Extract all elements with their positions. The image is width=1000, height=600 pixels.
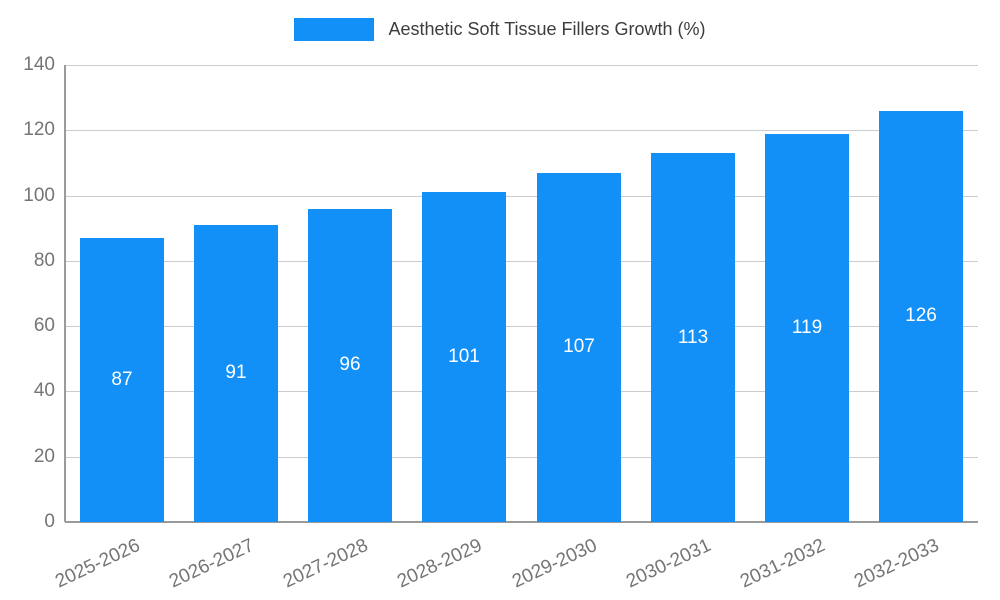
y-gridline	[65, 261, 978, 262]
y-axis-line	[64, 65, 66, 522]
y-gridline	[65, 196, 978, 197]
y-gridline	[65, 130, 978, 131]
legend-label: Aesthetic Soft Tissue Fillers Growth (%)	[388, 19, 706, 39]
y-axis-tick-label: 0	[44, 511, 55, 532]
y-axis-tick-label: 60	[33, 315, 55, 336]
bar[interactable]	[422, 192, 506, 522]
bar-value-label: 113	[677, 327, 709, 348]
bar[interactable]	[308, 209, 392, 522]
y-axis-tick-label: 20	[33, 446, 55, 467]
bar-value-label: 119	[791, 317, 823, 338]
bar[interactable]	[80, 238, 164, 522]
y-gridline	[65, 391, 978, 392]
bar[interactable]	[651, 153, 735, 522]
y-axis-tick-label: 40	[33, 380, 55, 401]
x-axis-line	[65, 521, 978, 523]
bar[interactable]	[765, 134, 849, 522]
bar[interactable]	[537, 173, 621, 522]
y-axis-tick-label: 80	[33, 250, 55, 271]
y-axis-tick-label: 140	[23, 54, 55, 75]
bar-value-label: 96	[339, 354, 361, 375]
bar-value-label: 87	[111, 369, 133, 390]
chart-legend[interactable]: Aesthetic Soft Tissue Fillers Growth (%)	[0, 18, 1000, 41]
y-gridline	[65, 326, 978, 327]
bar-value-label: 101	[448, 346, 480, 367]
y-gridline	[65, 65, 978, 66]
y-axis-tick-label: 100	[23, 185, 55, 206]
bar[interactable]	[879, 111, 963, 522]
y-axis-tick-label: 120	[23, 119, 55, 140]
bar-value-label: 107	[563, 336, 595, 357]
bar-value-label: 126	[905, 305, 937, 326]
legend-swatch-icon	[294, 18, 375, 41]
y-gridline	[65, 457, 978, 458]
bar-value-label: 91	[225, 362, 247, 383]
x-axis-tick-label: 2025-2026	[52, 534, 144, 593]
bar[interactable]	[194, 225, 278, 522]
